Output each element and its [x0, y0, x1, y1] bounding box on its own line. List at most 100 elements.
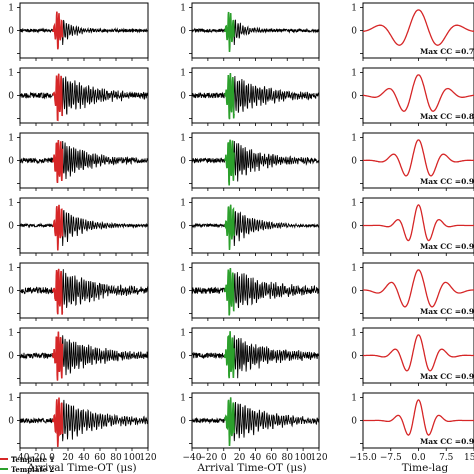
x-tick-label: −40	[183, 453, 202, 463]
x-tick-label: 0	[221, 453, 227, 463]
cc-curve	[363, 74, 474, 112]
x-tick-label: 100	[295, 453, 312, 463]
template-segment	[52, 73, 64, 122]
cc-curve	[363, 139, 474, 177]
x-tick-label: 80	[282, 453, 294, 463]
y-tick-label: 0	[180, 417, 186, 427]
panel-col2-row3: 10	[180, 132, 320, 191]
y-tick-label: 1	[351, 394, 357, 404]
waveform-line	[20, 397, 148, 447]
cc-label: Max CC =0.86;	[420, 112, 474, 121]
template-segment	[52, 268, 64, 315]
template-segment	[52, 11, 64, 50]
y-tick-label: 1	[180, 69, 186, 79]
y-tick-label: 1	[180, 134, 186, 144]
panel-col2-row2: 10	[180, 67, 320, 126]
template-segment	[223, 204, 235, 250]
y-tick-label: 1	[180, 394, 186, 404]
y-tick-label: 0	[8, 417, 14, 427]
template-segment	[223, 331, 235, 379]
waveform-line	[20, 73, 148, 121]
template-segment	[52, 140, 64, 183]
y-tick-label: 1	[8, 134, 14, 144]
y-tick-label: 1	[351, 4, 357, 14]
waveform-line	[192, 204, 319, 250]
y-tick-label: 1	[180, 329, 186, 339]
y-tick-label: 0	[8, 92, 14, 102]
y-tick-label: 1	[351, 199, 357, 209]
template-segment	[223, 268, 235, 316]
cc-curve	[363, 399, 474, 436]
x-tick-label: 40	[250, 453, 262, 463]
x-tick-label: 20	[234, 453, 246, 463]
x-tick-label: 120	[310, 453, 327, 463]
panel-col2-row4: 10	[180, 197, 320, 256]
x-tick-label: 60	[94, 453, 106, 463]
y-tick-label: 0	[180, 27, 186, 37]
y-tick-label: 1	[351, 264, 357, 274]
panel-col3-row6: 1 0 Max CC =0.97;	[351, 327, 474, 386]
panel-col2-row5: 10	[180, 262, 320, 321]
y-tick-label: 0	[8, 27, 14, 37]
y-tick-label: 1	[8, 264, 14, 274]
x-tick-label: 7.5	[439, 453, 454, 463]
template-segment	[223, 11, 235, 52]
panel-col1-row3: 10	[8, 132, 149, 191]
cc-label: Max CC =0.94;	[420, 307, 474, 316]
y-tick-label: 0	[180, 352, 186, 362]
x-tick-label: 20	[62, 453, 74, 463]
cc-curve	[363, 269, 474, 308]
y-tick-label: 1	[351, 134, 357, 144]
y-tick-label: 0	[180, 92, 186, 102]
cc-label: Max CC =0.75; 0	[420, 47, 474, 56]
x-tick-label: 100	[123, 453, 140, 463]
y-tick-label: 1	[351, 329, 357, 339]
x-tick-label: −15.0	[349, 453, 377, 463]
template-segment	[223, 139, 235, 186]
y-tick-label: 1	[180, 199, 186, 209]
template-segment	[52, 331, 64, 381]
panel-col1-row2: 10	[8, 67, 149, 126]
waveform-line	[192, 73, 319, 120]
y-tick-label: 0	[8, 222, 14, 232]
panel-col3-row1: 1 0 Max CC =0.75; 0	[351, 2, 474, 61]
y-tick-label: 1	[351, 69, 357, 79]
cc-label: Max CC =0.90;	[420, 177, 474, 186]
cc-curve	[363, 334, 474, 372]
panel-col1-row6: 10	[8, 327, 149, 386]
middle-xlabel: Arrival Time-OT (μs)	[196, 462, 306, 474]
x-tick-label: 0.0	[411, 453, 426, 463]
y-tick-label: 0	[180, 157, 186, 167]
panel-col1-row5: 10	[8, 262, 149, 321]
y-tick-label: 1	[8, 69, 14, 79]
legend-label-2: Template 2	[11, 465, 54, 474]
y-tick-label: 0	[351, 352, 357, 362]
template-segment	[223, 397, 235, 447]
y-tick-label: 0	[8, 157, 14, 167]
x-tick-label: −20	[27, 453, 46, 463]
y-tick-label: 0	[8, 352, 14, 362]
waveform-line	[20, 140, 148, 183]
waveform-line	[20, 331, 148, 381]
waveform-line	[192, 397, 319, 447]
x-tick-label: −20	[198, 453, 217, 463]
panel-col3-row2: 1 0 Max CC =0.86;	[351, 67, 474, 126]
y-tick-label: 0	[351, 27, 357, 37]
cc-curve	[363, 204, 474, 242]
y-tick-label: 0	[180, 222, 186, 232]
waveform-line	[192, 11, 319, 52]
y-tick-label: 1	[8, 4, 14, 14]
panel-col1-row1: 10	[8, 2, 149, 61]
x-tick-label: 120	[139, 453, 156, 463]
waveform-line	[192, 139, 319, 186]
waveform-line	[192, 268, 319, 316]
panel-col2-row1: 10	[180, 2, 320, 61]
panel-col3-row7: 1 0 −15.0−7.5 0.0 7.5 15.0 Max CC =0.97;	[349, 392, 474, 463]
y-tick-label: 0	[351, 417, 357, 427]
y-tick-label: 1	[8, 329, 14, 339]
cc-curve	[363, 9, 474, 46]
